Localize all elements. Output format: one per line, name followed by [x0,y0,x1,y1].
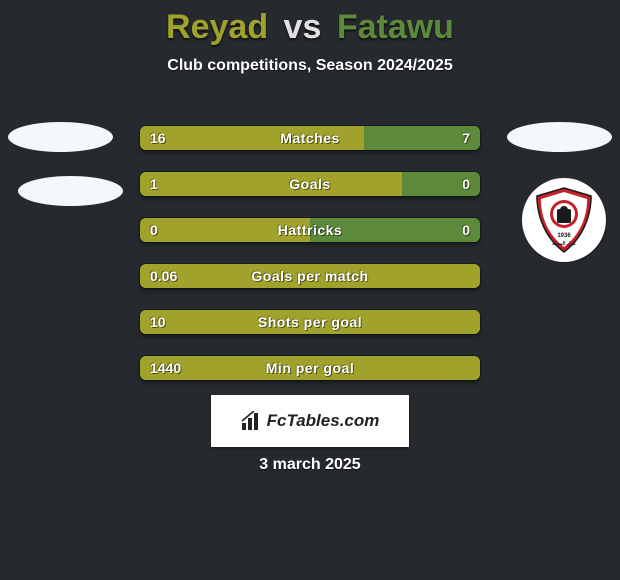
stat-label: Goals per match [140,264,480,288]
left-logo-placeholder-1 [8,122,113,152]
page-title: Reyad vs Fatawu [0,0,620,47]
right-logo-placeholder-1 [507,122,612,152]
subtitle: Club competitions, Season 2024/2025 [0,57,620,75]
vs-text: vs [284,8,322,46]
player-left-name: Reyad [166,8,268,46]
stat-row: 00Hattricks [140,218,480,242]
left-logo-placeholder-2 [18,176,123,206]
footer-date: 3 march 2025 [0,456,620,474]
stat-row: 10Shots per goal [140,310,480,334]
badge-shield-icon: 1936 غزل المحلة [533,186,595,254]
stat-label: Hattricks [140,218,480,242]
stat-row: 167Matches [140,126,480,150]
brand-text: FcTables.com [267,411,380,431]
right-club-badge: 1936 غزل المحلة [522,178,606,262]
player-right-name: Fatawu [337,8,454,46]
stat-label: Shots per goal [140,310,480,334]
badge-arabic: غزل المحلة [552,241,576,247]
stat-label: Goals [140,172,480,196]
stat-row: 1440Min per goal [140,356,480,380]
badge-year: 1936 [557,233,571,239]
comparison-bars: 167Matches 10Goals 00Hattricks 0.06Goals pe… [140,126,480,402]
stat-label: Matches [140,126,480,150]
stat-label: Min per goal [140,356,480,380]
brand-box: FcTables.com [211,395,409,447]
stat-row: 0.06Goals per match [140,264,480,288]
stat-row: 10Goals [140,172,480,196]
brand-bars-icon [241,411,263,431]
